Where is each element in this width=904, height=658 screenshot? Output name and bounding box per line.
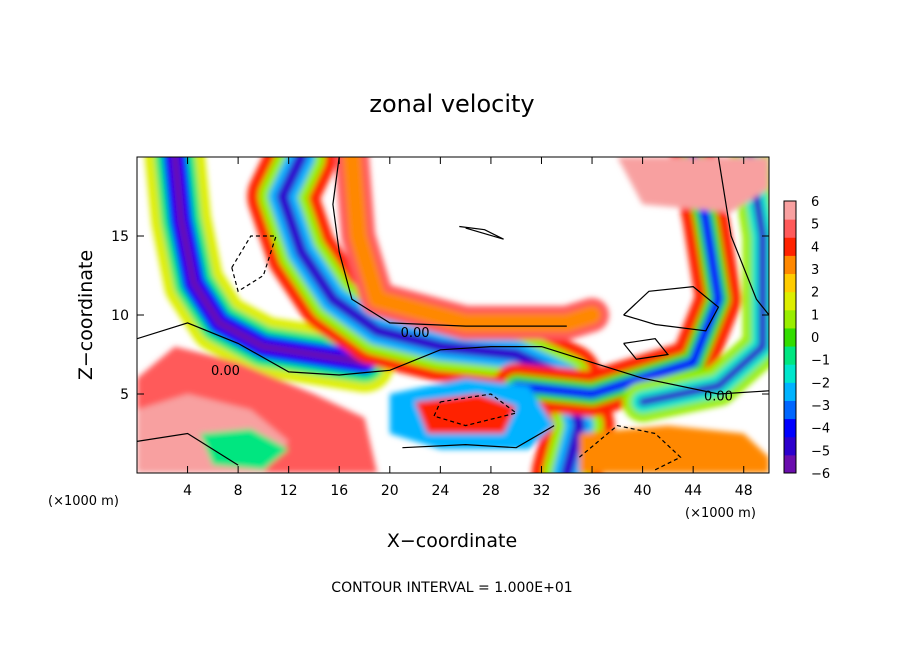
x-tick-label: 24 xyxy=(431,483,449,499)
field-blob xyxy=(200,428,289,470)
y-tick-label: 10 xyxy=(111,308,129,324)
y-tick-label: 15 xyxy=(111,229,129,245)
colorbar-tick-label: 1 xyxy=(811,308,819,323)
contour-line xyxy=(332,157,567,327)
x-tick-label: 4 xyxy=(183,483,192,499)
y-axis: 5 10 15 xyxy=(111,229,769,403)
contour-line xyxy=(459,225,504,240)
x-axis-label: X−coordinate xyxy=(387,530,517,552)
contour-line xyxy=(623,285,720,332)
colorbar-tick-label: 2 xyxy=(811,286,819,301)
x-tick-label: 32 xyxy=(533,483,551,499)
colorbar-swatch xyxy=(784,273,796,293)
x-tick-label: 40 xyxy=(634,483,652,499)
field-blob xyxy=(617,157,769,213)
colorbar-swatch xyxy=(784,346,796,365)
contour-line xyxy=(137,432,239,466)
colorbar-tick-label: −2 xyxy=(811,376,830,391)
colorbar-swatch xyxy=(784,201,796,220)
y-tick-label: 5 xyxy=(120,387,129,403)
contour-line xyxy=(623,338,670,360)
contour-label: 0.00 xyxy=(211,364,240,379)
x-tick-label: 36 xyxy=(583,483,601,499)
colorbar-tick-label: 0 xyxy=(811,331,819,346)
colorbar-tick-label: 4 xyxy=(811,240,819,255)
contour-line xyxy=(402,425,555,449)
colorbar-tick-label: −6 xyxy=(811,467,830,482)
contour-lines: 0.00 0.00 0.00 xyxy=(137,157,769,471)
colorbar-swatch xyxy=(784,454,796,474)
chart-title: zonal velocity xyxy=(369,90,534,118)
colorbar-tick-label: 5 xyxy=(811,218,819,233)
contour-zero xyxy=(137,322,769,395)
colorbar-swatch xyxy=(784,219,796,238)
field-blob xyxy=(579,425,769,473)
colorbar-tick-label: −5 xyxy=(811,444,830,459)
colorbar-swatch xyxy=(784,400,796,420)
colorbar-tick-label: −1 xyxy=(811,354,830,369)
contour-dashed xyxy=(433,393,518,427)
x-tick-label: 20 xyxy=(381,483,399,499)
x-tick-label: 28 xyxy=(482,483,500,499)
colorbar-swatch xyxy=(784,382,796,401)
plot-area: 0.00 0.00 0.00 xyxy=(137,157,769,473)
contour-interval-note: CONTOUR INTERVAL = 1.000E+01 xyxy=(331,580,572,596)
colorbar-frame xyxy=(783,200,797,474)
field-band xyxy=(170,157,369,367)
colorbar-tick-label: 3 xyxy=(811,263,819,278)
field-blob xyxy=(415,394,517,434)
colorbar-swatch xyxy=(784,237,796,256)
colorbar-swatch xyxy=(784,436,796,456)
contour-label: 0.00 xyxy=(401,326,430,341)
y-axis-label: Z−coordinate xyxy=(75,250,97,380)
x-tick-label: 44 xyxy=(684,483,702,499)
x-unit-left: (×1000 m) xyxy=(48,494,119,509)
x-tick-label: 48 xyxy=(735,483,753,499)
contour-dashed xyxy=(231,235,277,293)
colorbar-swatch xyxy=(784,291,796,311)
field-band xyxy=(638,157,767,406)
x-tick-label: 16 xyxy=(330,483,348,499)
contour-line xyxy=(717,157,769,316)
colorbar-tick-label: 6 xyxy=(811,195,819,210)
x-axis: 4 8 12 16 20 24 28 32 36 40 44 48 xyxy=(183,157,753,499)
x-tick-label: 8 xyxy=(234,483,243,499)
colorbar-tick-label: −3 xyxy=(811,399,830,414)
colorbar-tick-label: −4 xyxy=(811,422,830,437)
colorbar-swatch xyxy=(784,309,796,329)
colorbar-swatch xyxy=(784,327,796,347)
x-unit-right: (×1000 m) xyxy=(685,506,756,521)
colorbar-swatch xyxy=(784,255,796,275)
x-tick-label: 12 xyxy=(280,483,298,499)
colorbar: 6 5 4 3 2 1 0 −1 −2 −3 −4 −5 −6 xyxy=(783,195,830,482)
colorbar-swatch xyxy=(784,364,796,383)
contour-label: 0.00 xyxy=(704,389,733,404)
colorbar-swatch xyxy=(784,418,796,438)
field-band xyxy=(342,157,601,332)
